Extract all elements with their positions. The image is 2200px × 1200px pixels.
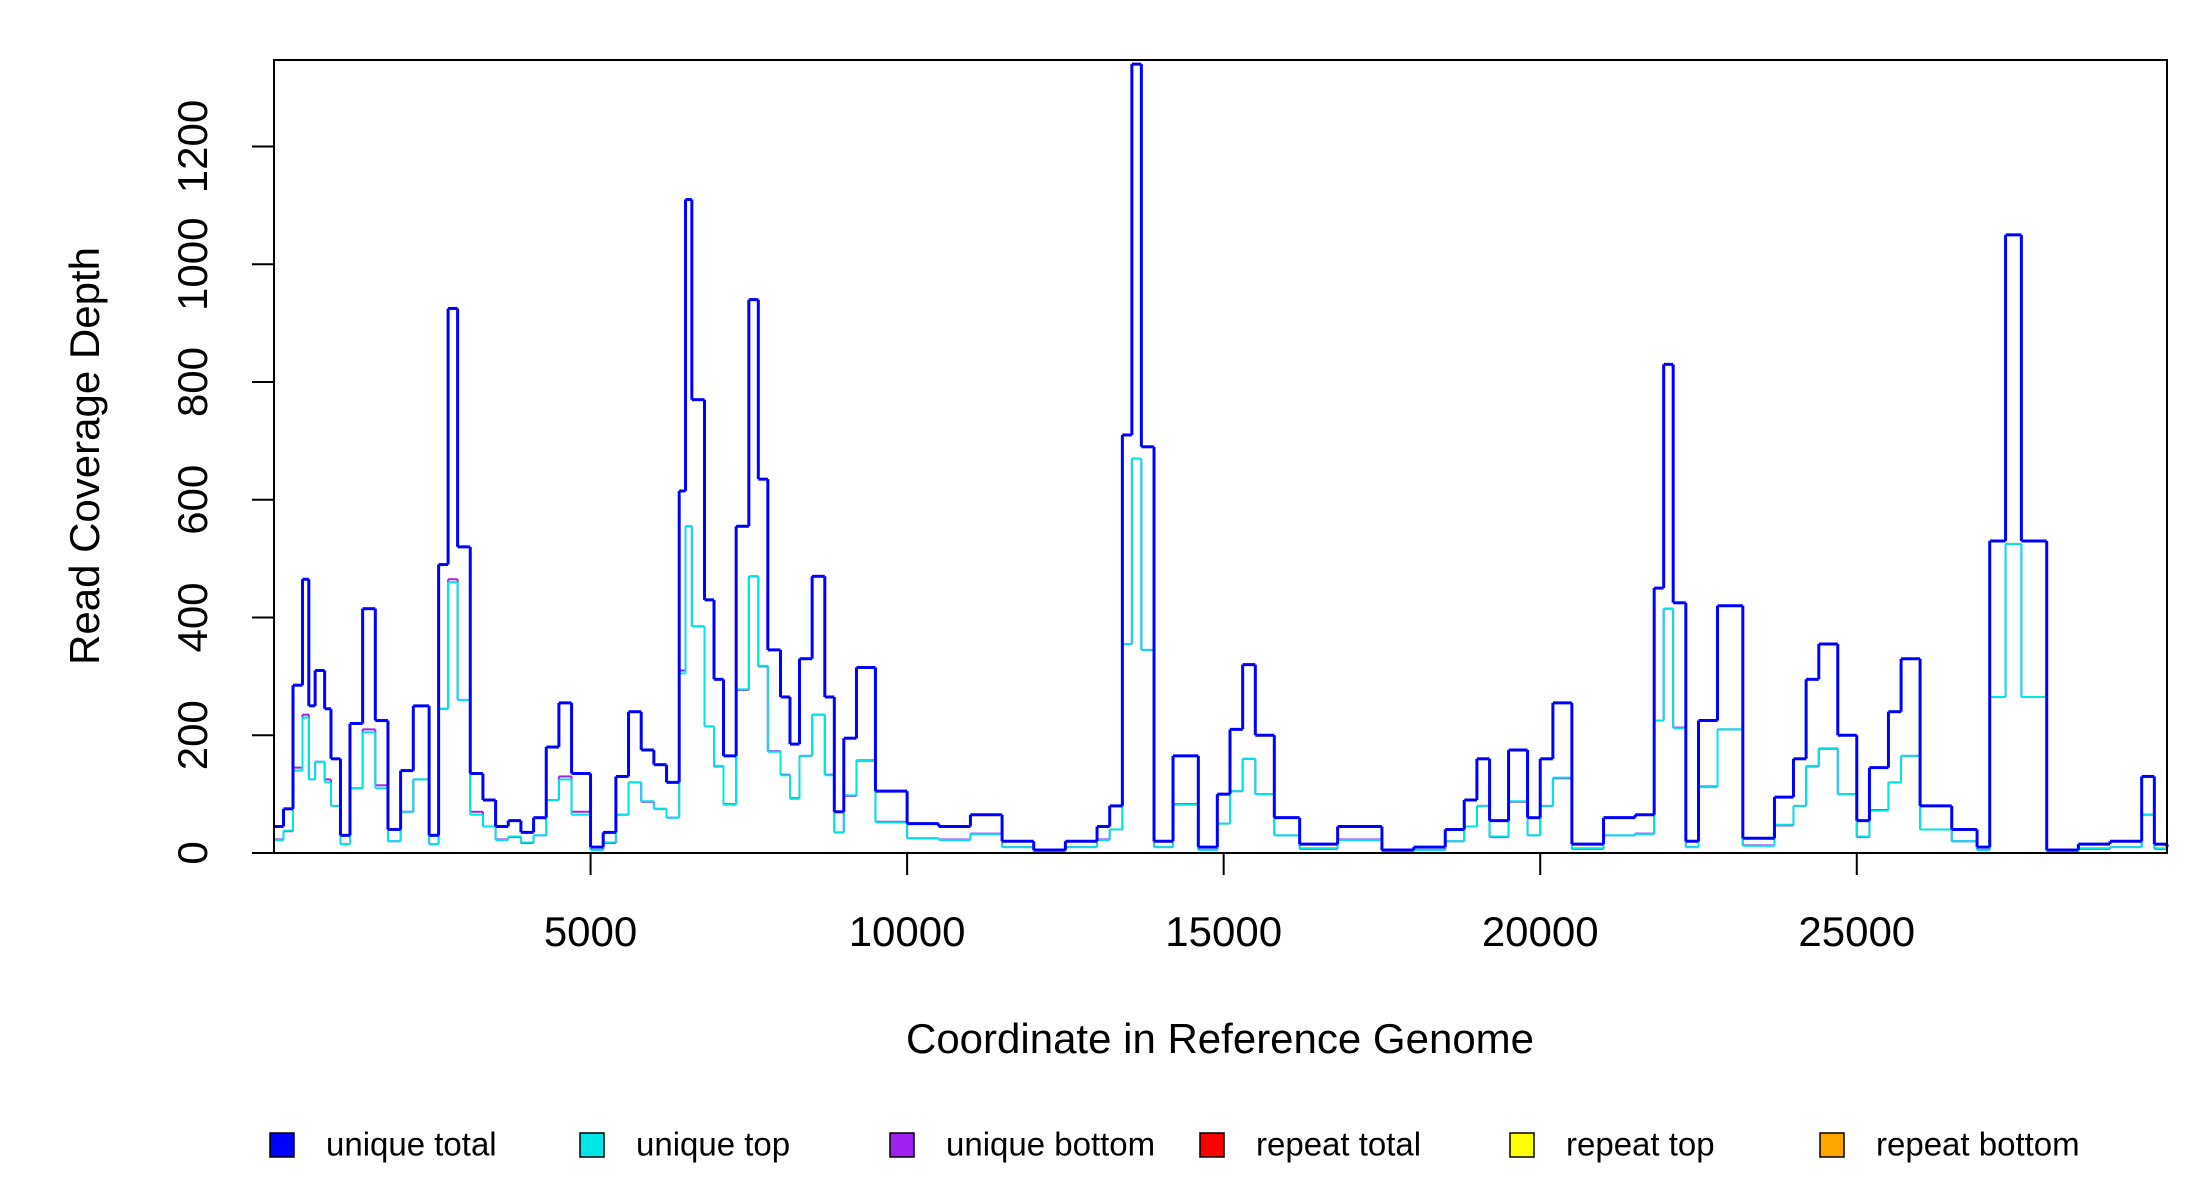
legend-label: unique total <box>326 1126 497 1163</box>
x-tick-label: 20000 <box>1482 908 1599 955</box>
plot-frame <box>273 59 2168 854</box>
x-tick-label: 25000 <box>1798 908 1915 955</box>
legend-label: repeat bottom <box>1876 1126 2080 1163</box>
y-tick-label: 1000 <box>169 218 216 311</box>
legend-swatch <box>1819 1132 1845 1158</box>
legend-swatch <box>1199 1132 1225 1158</box>
legend-swatch <box>1509 1132 1535 1158</box>
legend-label: unique top <box>636 1126 790 1163</box>
legend-swatch <box>579 1132 605 1158</box>
x-axis-label: Coordinate in Reference Genome <box>906 1015 1534 1062</box>
legend-swatch <box>269 1132 295 1158</box>
legend-label: repeat top <box>1566 1126 1715 1163</box>
legend-label: repeat total <box>1256 1126 1421 1163</box>
y-axis-label: Read Coverage Depth <box>61 247 108 665</box>
series <box>274 62 2169 852</box>
x-tick-label: 5000 <box>544 908 637 955</box>
x-tick-label: 10000 <box>849 908 966 955</box>
x-tick-label: 15000 <box>1165 908 1282 955</box>
y-tick-label: 400 <box>169 582 216 652</box>
y-tick-label: 0 <box>169 841 216 864</box>
legend-swatch <box>889 1132 915 1158</box>
y-tick-label: 800 <box>169 347 216 417</box>
y-tick-label: 1200 <box>169 100 216 193</box>
legend-label: unique bottom <box>946 1126 1155 1163</box>
y-tick-label: 600 <box>169 465 216 535</box>
y-tick-label: 200 <box>169 700 216 770</box>
